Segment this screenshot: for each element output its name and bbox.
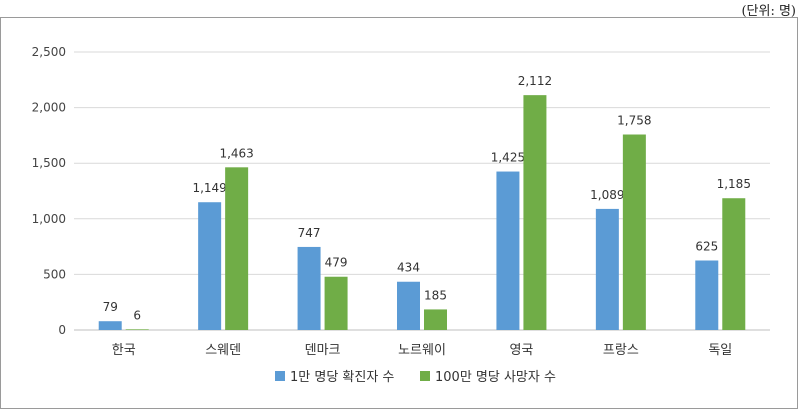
data-label: 625 <box>695 240 718 254</box>
y-tick-label: 2,000 <box>32 101 66 115</box>
data-label: 1,089 <box>590 188 624 202</box>
bar-deaths <box>722 198 746 330</box>
legend-swatch <box>420 371 430 381</box>
data-label: 185 <box>424 288 447 302</box>
legend-label: 1만 명당 확진자 수 <box>290 370 394 385</box>
chart-frame <box>0 17 798 409</box>
data-label: 1,425 <box>491 151 525 165</box>
data-label: 1,185 <box>717 177 751 191</box>
bar-cases <box>496 171 520 330</box>
bar-cases <box>198 202 222 330</box>
data-label: 747 <box>298 226 321 240</box>
data-label: 434 <box>397 261 420 275</box>
y-tick-label: 1,000 <box>32 212 66 226</box>
category-label: 독일 <box>708 343 732 358</box>
y-tick-label: 2,500 <box>32 45 66 59</box>
y-tick-label: 1,500 <box>32 156 66 170</box>
bar-deaths <box>324 276 348 330</box>
data-label: 479 <box>325 256 348 270</box>
legend-label: 100만 명당 사망자 수 <box>435 370 556 385</box>
data-label: 1,758 <box>617 114 651 128</box>
category-label: 스웨덴 <box>205 343 241 358</box>
unit-label: (단위: 명) <box>741 4 796 19</box>
bar-cases <box>397 281 420 330</box>
data-label: 6 <box>133 308 141 322</box>
data-label: 2,112 <box>518 74 552 88</box>
bar-deaths <box>523 95 547 330</box>
bar-cases <box>98 321 122 330</box>
bar-deaths <box>424 309 447 330</box>
data-label: 1,463 <box>219 146 253 160</box>
category-label: 덴마크 <box>305 343 341 358</box>
bar-deaths <box>622 134 646 330</box>
category-label: 프랑스 <box>603 343 639 358</box>
category-label: 노르웨이 <box>398 343 446 358</box>
bar-deaths <box>225 167 249 330</box>
bar-deaths <box>125 329 149 330</box>
bar-cases <box>595 208 619 330</box>
data-label: 1,149 <box>192 181 226 195</box>
data-label: 79 <box>103 300 118 314</box>
legend-swatch <box>275 371 285 381</box>
category-label: 영국 <box>509 343 533 358</box>
bar-cases <box>297 246 321 330</box>
y-tick-label: 0 <box>58 323 66 337</box>
category-label: 한국 <box>112 343 136 358</box>
bar-cases <box>695 260 719 330</box>
y-tick-label: 500 <box>43 267 66 281</box>
